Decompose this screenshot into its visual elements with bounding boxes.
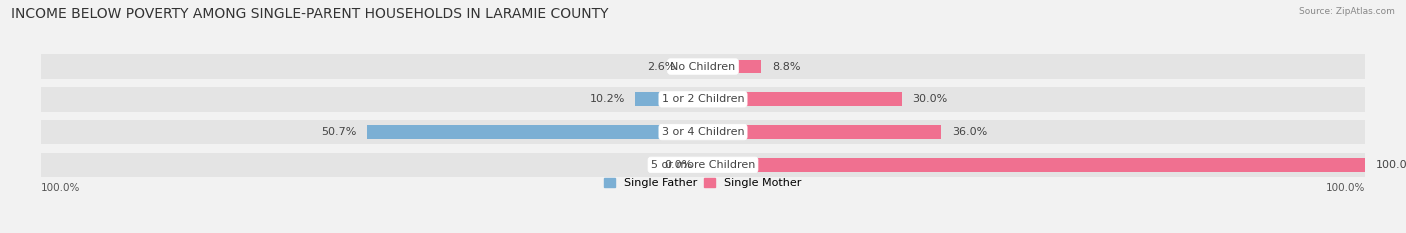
Bar <box>703 158 1365 172</box>
Text: 36.0%: 36.0% <box>952 127 987 137</box>
Text: 2.6%: 2.6% <box>647 62 675 72</box>
Text: 8.8%: 8.8% <box>772 62 800 72</box>
Bar <box>703 125 942 139</box>
Bar <box>41 120 1365 144</box>
Bar <box>41 87 1365 112</box>
Bar <box>41 153 1365 177</box>
Text: 50.7%: 50.7% <box>321 127 357 137</box>
Bar <box>636 93 703 106</box>
Bar <box>703 60 761 73</box>
Bar <box>367 125 703 139</box>
Bar <box>41 54 1365 79</box>
Text: 30.0%: 30.0% <box>912 94 948 104</box>
Text: No Children: No Children <box>671 62 735 72</box>
Text: 10.2%: 10.2% <box>589 94 624 104</box>
Text: 0.0%: 0.0% <box>664 160 692 170</box>
Text: 100.0%: 100.0% <box>1326 183 1365 193</box>
Bar <box>703 93 901 106</box>
Text: 3 or 4 Children: 3 or 4 Children <box>662 127 744 137</box>
Text: 1 or 2 Children: 1 or 2 Children <box>662 94 744 104</box>
Legend: Single Father, Single Mother: Single Father, Single Mother <box>605 178 801 188</box>
Text: INCOME BELOW POVERTY AMONG SINGLE-PARENT HOUSEHOLDS IN LARAMIE COUNTY: INCOME BELOW POVERTY AMONG SINGLE-PARENT… <box>11 7 609 21</box>
Bar <box>686 60 703 73</box>
Text: 100.0%: 100.0% <box>1376 160 1406 170</box>
Text: 100.0%: 100.0% <box>41 183 80 193</box>
Text: Source: ZipAtlas.com: Source: ZipAtlas.com <box>1299 7 1395 16</box>
Text: 5 or more Children: 5 or more Children <box>651 160 755 170</box>
